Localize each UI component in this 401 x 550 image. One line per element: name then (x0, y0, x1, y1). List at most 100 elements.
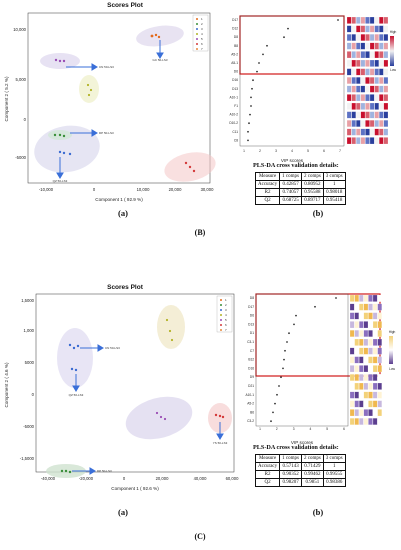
vip-dot (249, 113, 251, 116)
heatmap-cell (377, 400, 382, 408)
heatmap-cell (383, 85, 389, 93)
heatmap-cell (368, 321, 373, 329)
heatmap-cell (379, 16, 384, 24)
data-points (60, 318, 225, 474)
x-tick: 0 (93, 187, 96, 192)
heatmap-cell (351, 128, 356, 136)
group-ellipse (79, 75, 99, 103)
heatmap-cell (351, 137, 356, 145)
data-points (53, 33, 196, 173)
vip-dot (247, 130, 249, 133)
vip-dot (266, 44, 268, 47)
vip-feature-label: D9 (250, 375, 254, 379)
heatmap-cell (368, 347, 373, 355)
heatmap-cell (349, 400, 355, 408)
heatmap-cell (351, 34, 356, 41)
heatmap-cell (351, 120, 356, 127)
heatmap-cell (372, 391, 378, 399)
heatmap-cell (359, 356, 364, 364)
heatmap-cell (351, 68, 356, 76)
vip-dot (250, 96, 252, 99)
arrow-label: DP 50-LS3 (97, 469, 112, 473)
vip-x-tick: 1 (259, 427, 261, 431)
vip-dot (278, 385, 280, 387)
vip-dot (283, 36, 285, 39)
heatmap-cell (360, 42, 366, 50)
heatmap-cell (354, 347, 359, 355)
heatmap-cell (356, 137, 361, 145)
svg-text:4: 4 (225, 313, 227, 317)
heatmap-cell (365, 94, 370, 102)
heatmap-cell (374, 68, 379, 76)
heatmap-cell (360, 102, 366, 110)
arrow-label: QZ 50-LS3 (53, 179, 68, 183)
vip-feature-label: B8 (234, 44, 238, 48)
x-tick: 60,000 (226, 476, 239, 481)
vip-feature-label: A5-2 (231, 52, 238, 56)
heatmap-cell (356, 68, 361, 76)
heatmap-cell (363, 347, 369, 355)
vip-x-label: VIP scores (291, 440, 314, 445)
heatmap-cell (349, 391, 355, 399)
heatmap-cell (356, 85, 361, 93)
heatmap-cell (365, 85, 370, 93)
heatmap-cell (346, 120, 352, 127)
heatmap-cell (365, 25, 370, 33)
heatmap-cell (354, 338, 359, 346)
vip-x-tick: 3 (275, 149, 277, 153)
heatmap-cell (354, 330, 359, 337)
figure-caption-c: (C) (194, 532, 206, 541)
vip-dot (282, 367, 284, 370)
heatmap-cell (351, 111, 356, 119)
vip-x-tick: 6 (343, 427, 345, 431)
heatmap-cell (363, 321, 369, 329)
heatmap-cell (365, 68, 370, 76)
subpanel-b-label: (b) (312, 507, 324, 517)
heatmap-cell (349, 312, 355, 320)
heatmap-cell (346, 34, 352, 41)
vip-plot-b: D17 D12 D8 B8 A5-2 A5-1 D6 D16 D13 A10-1 F1 A10-2 D1… (229, 15, 397, 163)
heatmap-cell (356, 77, 361, 84)
heatmap-cell (368, 294, 373, 302)
vip-dot (250, 105, 252, 107)
vip-feature-label: C11 (232, 130, 238, 134)
group-ellipse (136, 25, 184, 47)
plot-frame (35, 293, 235, 473)
vip-dot (314, 305, 316, 308)
heatmap-cell (359, 294, 364, 302)
heatmap-cell (359, 303, 364, 311)
vip-feature-label: D13 (248, 322, 254, 326)
vip-feature-label: D16 (248, 366, 254, 370)
vip-x-tick: 5 (307, 149, 309, 153)
vip-dot (280, 376, 282, 379)
arrows (72, 344, 224, 475)
svg-text:4: 4 (201, 32, 203, 36)
heatmap-cell (351, 77, 356, 84)
heatmap-cell (368, 409, 373, 417)
heatmap-cell (346, 77, 352, 84)
heatmap-cell (349, 365, 355, 373)
heatmap-cell (374, 42, 379, 50)
heatmap-cell (372, 409, 378, 417)
vip-dot (287, 27, 289, 30)
heatmap-cell (359, 374, 364, 381)
vip-x-tick: 1 (243, 149, 245, 153)
heatmap-cell (356, 25, 361, 33)
vip-x-tick: 5 (326, 427, 328, 431)
scores-plot-title-b: Scores Plot (107, 2, 143, 9)
vip-feature-label: D8 (250, 296, 254, 300)
heatmap-cell (369, 111, 375, 119)
heatmap-cell (369, 77, 375, 84)
heatmap-cell (377, 409, 382, 417)
heatmap-cell (377, 303, 382, 311)
heatmap-cell (360, 34, 366, 41)
y-axis-label: Component 2 ( 4.6 %) (4, 362, 9, 407)
heatmap-cell (363, 330, 369, 337)
heatmap-cell (368, 400, 373, 408)
heatmap-cell (379, 42, 384, 50)
heatmap-cell (349, 330, 355, 337)
vip-dot (262, 53, 264, 56)
heatmap-cell (379, 77, 384, 84)
heatmap-cell (368, 418, 373, 425)
colorbar-high: High (389, 330, 396, 334)
